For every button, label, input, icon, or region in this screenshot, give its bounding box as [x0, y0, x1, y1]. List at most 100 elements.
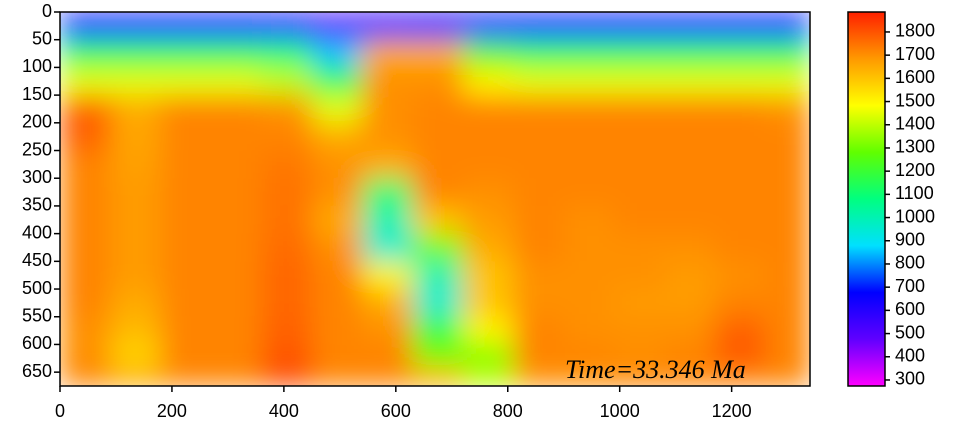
heat-cell — [765, 233, 810, 262]
heat-cell — [160, 67, 212, 96]
heat-cell — [211, 12, 263, 41]
heat-cell — [110, 150, 162, 179]
y-tick-label: 200 — [22, 112, 52, 132]
heat-cell — [311, 261, 363, 290]
heat-cell — [362, 67, 414, 96]
colorbar-tick-label: 600 — [895, 299, 925, 319]
colorbar-tick-label: 400 — [895, 346, 925, 366]
heat-cell — [261, 344, 313, 368]
heat-cell — [261, 316, 313, 346]
heat-cell — [513, 95, 565, 124]
heat-cell — [563, 67, 615, 96]
heat-cell — [110, 316, 162, 346]
heat-cell — [211, 316, 263, 346]
heat-cell — [513, 261, 565, 290]
y-tick-label: 100 — [22, 56, 52, 76]
heat-cell — [311, 67, 363, 96]
heat-cell — [412, 261, 464, 290]
heat-cell — [513, 150, 565, 179]
heat-cell — [765, 12, 810, 41]
heat-cell — [110, 205, 162, 235]
heat-cell — [513, 67, 565, 96]
colorbar-tick-label: 1600 — [895, 67, 935, 87]
heat-cell — [765, 205, 810, 235]
heat-cell — [563, 95, 615, 124]
heat-cell — [60, 205, 111, 235]
heat-cell — [110, 178, 162, 207]
heat-cell — [412, 289, 464, 318]
heat-cell — [462, 233, 514, 262]
heat-cell — [462, 178, 514, 207]
y-tick-label: 50 — [32, 28, 52, 48]
heat-cell — [513, 366, 565, 386]
heat-cell — [513, 233, 565, 262]
x-tick-label: 800 — [493, 401, 523, 421]
heat-cell — [513, 39, 565, 69]
y-tick-label: 550 — [22, 305, 52, 325]
heat-cell — [664, 261, 716, 290]
heat-cell — [664, 344, 716, 368]
heat-cell — [462, 122, 514, 152]
heat-cell — [462, 67, 514, 96]
heat-cell — [664, 12, 716, 41]
heat-cell — [160, 12, 212, 41]
colorbar-tick-label: 1500 — [895, 90, 935, 110]
heat-cell — [311, 289, 363, 318]
heat-cell — [462, 366, 514, 386]
heat-cell — [412, 178, 464, 207]
heat-cell — [362, 233, 414, 262]
heat-cell — [714, 316, 766, 346]
heat-cell — [563, 39, 615, 69]
heat-cell — [412, 366, 464, 386]
heat-cell — [714, 95, 766, 124]
heat-cell — [614, 289, 666, 318]
heat-cell — [714, 178, 766, 207]
heat-cell — [362, 205, 414, 235]
heat-cell — [412, 316, 464, 346]
heat-cell — [261, 150, 313, 179]
heat-cell — [362, 344, 414, 368]
heat-cell — [160, 344, 212, 368]
heat-cell — [462, 205, 514, 235]
heat-cell — [60, 95, 111, 124]
x-tick-label: 200 — [157, 401, 187, 421]
colorbar-tick-label: 1300 — [895, 137, 935, 157]
heat-cell — [362, 12, 414, 41]
heat-cell — [60, 39, 111, 69]
heat-cell — [110, 39, 162, 69]
heat-cell — [614, 95, 666, 124]
y-tick-label: 450 — [22, 250, 52, 270]
heat-cell — [261, 12, 313, 41]
heat-cell — [160, 233, 212, 262]
heat-cell — [160, 178, 212, 207]
heat-cell — [563, 316, 615, 346]
y-tick-label: 250 — [22, 139, 52, 159]
heat-cell — [412, 122, 464, 152]
heat-cell — [412, 233, 464, 262]
heat-cell — [362, 178, 414, 207]
colorbar-tick-label: 1000 — [895, 206, 935, 226]
heat-cell — [412, 39, 464, 69]
heat-cell — [614, 205, 666, 235]
heat-cell — [614, 39, 666, 69]
colorbar-tick-label: 800 — [895, 253, 925, 273]
y-tick-label: 150 — [22, 84, 52, 104]
heat-cell — [211, 39, 263, 69]
heat-cell — [664, 289, 716, 318]
heat-cell — [614, 67, 666, 96]
heat-cell — [211, 67, 263, 96]
heat-cell — [110, 344, 162, 368]
annotation: Time=33.346 Ma — [565, 355, 746, 384]
heat-cell — [513, 344, 565, 368]
heat-cell — [311, 233, 363, 262]
y-tick-label: 350 — [22, 195, 52, 215]
heat-cell — [714, 205, 766, 235]
y-tick-label: 400 — [22, 222, 52, 242]
heat-cell — [714, 289, 766, 318]
heat-cell — [110, 95, 162, 124]
heat-cell — [311, 344, 363, 368]
heat-cell — [362, 261, 414, 290]
y-tick-label: 650 — [22, 361, 52, 381]
